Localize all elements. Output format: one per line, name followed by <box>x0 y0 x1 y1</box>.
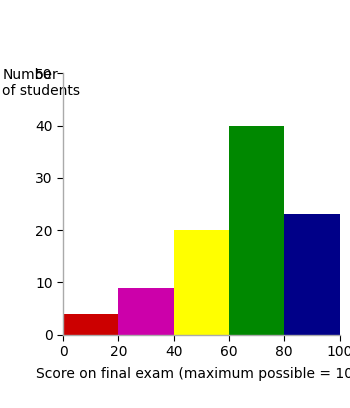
X-axis label: Score on final exam (maximum possible = 100): Score on final exam (maximum possible = … <box>36 367 350 381</box>
Bar <box>284 215 340 335</box>
Bar <box>174 230 229 335</box>
Bar <box>118 288 174 335</box>
Bar <box>63 314 118 335</box>
Y-axis label: Number
of students: Number of students <box>2 68 80 98</box>
Bar <box>229 126 284 335</box>
